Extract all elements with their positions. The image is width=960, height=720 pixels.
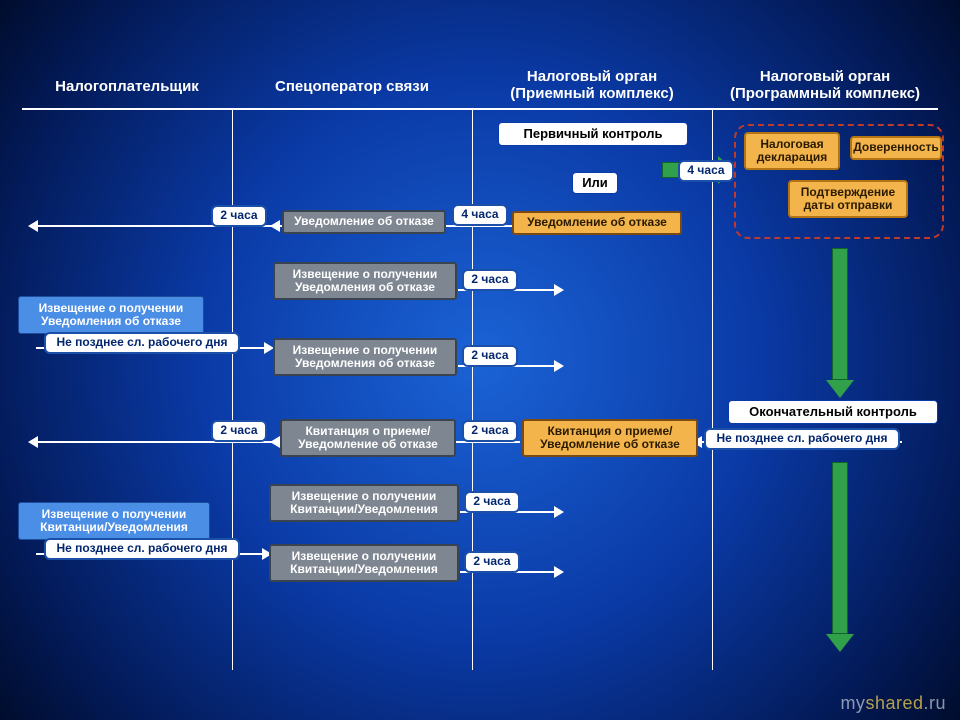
block-arrow-head-a_down2 <box>826 634 854 652</box>
watermark-post: .ru <box>923 693 946 713</box>
box-t2_mid2: 2 часа <box>462 345 518 367</box>
box-g_notice4: Извещение о получении Квитанции/Уведомле… <box>269 544 459 582</box>
box-o_ref1: Уведомление об отказе <box>512 211 682 235</box>
block-arrow-head-a_down1 <box>826 380 854 398</box>
column-header-col2: Спецоператор связи <box>232 78 472 95</box>
box-or: Или <box>572 172 618 194</box>
watermark-pre: my <box>840 693 865 713</box>
box-g_notice2: Извещение о получении Уведомления об отк… <box>273 338 457 376</box>
box-g_receipt: Квитанция о приеме/ Уведомление об отказ… <box>280 419 456 457</box>
box-doc_pow: Доверенность <box>850 136 942 160</box>
diagram-stage: myshared.ru НалогоплательщикСпецоператор… <box>0 0 960 720</box>
box-doc_decl: Налоговая декларация <box>744 132 840 170</box>
box-nl1: Не позднее сл. рабочего дня <box>44 332 240 354</box>
arrow-head-l_rec_left <box>28 436 38 448</box>
column-header-col3: Налоговый орган (Приемный комплекс) <box>472 68 712 103</box>
box-t2_left2: 2 часа <box>211 420 267 442</box>
column-header-col4: Налоговый орган (Программный комплекс) <box>712 68 938 103</box>
box-t2_mid1: 2 часа <box>462 269 518 291</box>
arrow-head-l_n2_right <box>554 360 564 372</box>
column-header-col1: Налогоплательщик <box>22 78 232 95</box>
box-t2_mid4: 2 часа <box>464 491 520 513</box>
arrow-head-l_n3_right <box>554 506 564 518</box>
box-doc_conf: Подтверждение даты отправки <box>788 180 908 218</box>
watermark: myshared.ru <box>840 693 946 714</box>
box-o_receipt: Квитанция о приеме/ Уведомление об отказ… <box>522 419 698 457</box>
box-t4_1: 4 часа <box>678 160 734 182</box>
arrow-head-l_ref_mid <box>270 220 280 232</box>
box-t2_mid5: 2 часа <box>464 551 520 573</box>
box-t2_left1: 2 часа <box>211 205 267 227</box>
box-primary_ctrl: Первичный контроль <box>498 122 688 146</box>
column-divider-2 <box>472 110 473 670</box>
arrow-head-l_ref_left <box>28 220 38 232</box>
box-bl_notice2: Извещение о получении Квитанции/Уведомле… <box>18 502 210 540</box>
watermark-mid: shared <box>865 693 923 713</box>
arrow-head-l_n4_right <box>554 566 564 578</box>
box-final_ctrl: Окончательный контроль <box>728 400 938 424</box>
box-bl_notice1: Извещение о получении Уведомления об отк… <box>18 296 204 334</box>
block-arrow-a_down1 <box>832 248 848 380</box>
column-divider-1 <box>232 110 233 670</box>
box-t4_mid: 4 часа <box>452 204 508 226</box>
box-t2_mid3: 2 часа <box>462 420 518 442</box>
arrow-head-l_n1_right <box>554 284 564 296</box>
arrow-head-l_rec_mid <box>270 436 280 448</box>
box-nl_right: Не позднее сл. рабочего дня <box>704 428 900 450</box>
header-underline <box>22 108 938 110</box>
box-g_ref1: Уведомление об отказе <box>282 210 446 234</box>
box-nl2: Не позднее сл. рабочего дня <box>44 538 240 560</box>
column-divider-3 <box>712 110 713 670</box>
block-arrow-a_down2 <box>832 462 848 634</box>
box-g_notice1: Извещение о получении Уведомления об отк… <box>273 262 457 300</box>
box-g_notice3: Извещение о получении Квитанции/Уведомле… <box>269 484 459 522</box>
